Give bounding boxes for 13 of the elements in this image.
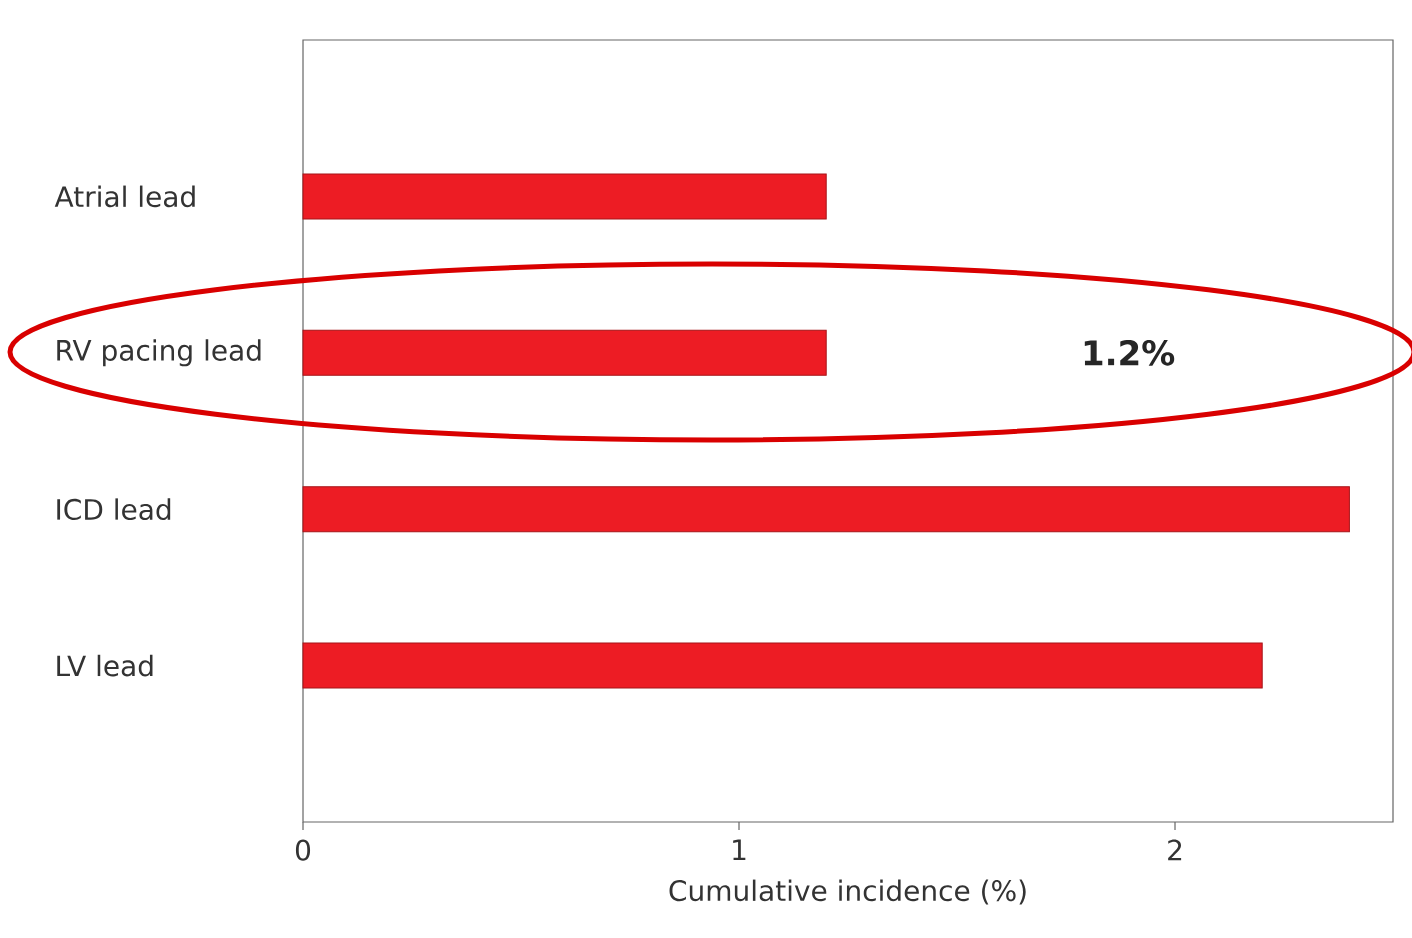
y-tick-label: RV pacing lead xyxy=(57,339,261,367)
y-tick-label: ICD lead xyxy=(57,498,171,521)
bar xyxy=(302,329,827,376)
bar xyxy=(302,642,1263,689)
x-tick-label: 1 xyxy=(733,839,746,860)
x-tick-label: 2 xyxy=(1168,839,1182,861)
x-tick-label: 0 xyxy=(295,839,311,861)
bar xyxy=(302,173,827,220)
y-tick-label: Atrial lead xyxy=(54,185,195,208)
bar xyxy=(302,486,1350,533)
annotation: 1.2% xyxy=(1084,339,1175,366)
y-tick-label: LV lead xyxy=(57,654,153,677)
x-axis-title: Cumulative incidence (%) xyxy=(669,879,1026,905)
